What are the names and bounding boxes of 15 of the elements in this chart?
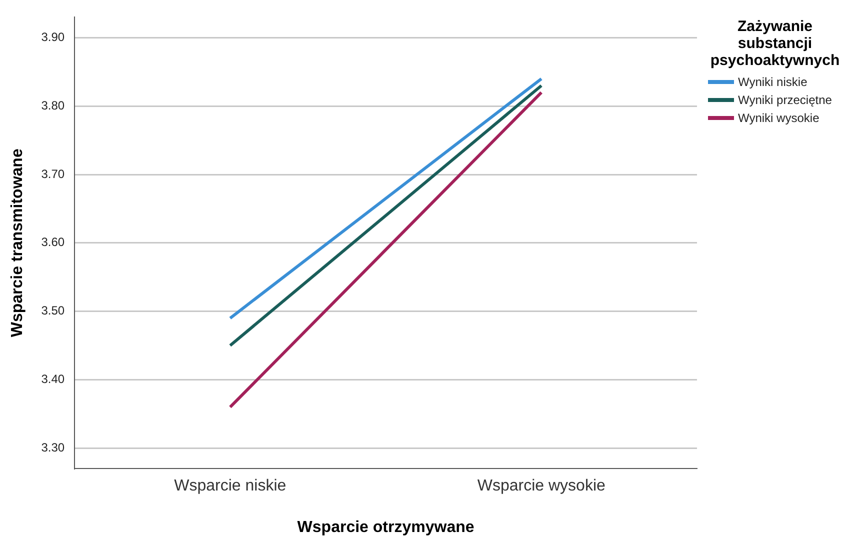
x-tick-label: Wsparcie wysokie: [477, 478, 606, 495]
y-axis-title: Wsparcie transmitowane: [9, 148, 26, 338]
legend-label: Wyniki niskie: [738, 75, 808, 89]
y-tick-label: 3.50: [41, 304, 65, 318]
y-tick-label: 3.40: [41, 372, 65, 386]
x-axis-title: Wsparcie otrzymywane: [297, 518, 474, 536]
y-tick-label: 3.80: [41, 98, 65, 112]
y-tick-label: 3.90: [41, 30, 65, 44]
y-tick-label: 3.30: [41, 440, 65, 454]
y-tick-label: 3.70: [41, 166, 65, 181]
legend-label: Wyniki przeciętne: [738, 93, 832, 107]
x-tick-label: Wsparcie niskie: [174, 478, 286, 495]
y-tick-label: 3.60: [41, 235, 65, 250]
legend-label: Wyniki wysokie: [738, 111, 820, 125]
legend-title: Zażywanie substancji psychoaktywnych: [709, 18, 841, 69]
